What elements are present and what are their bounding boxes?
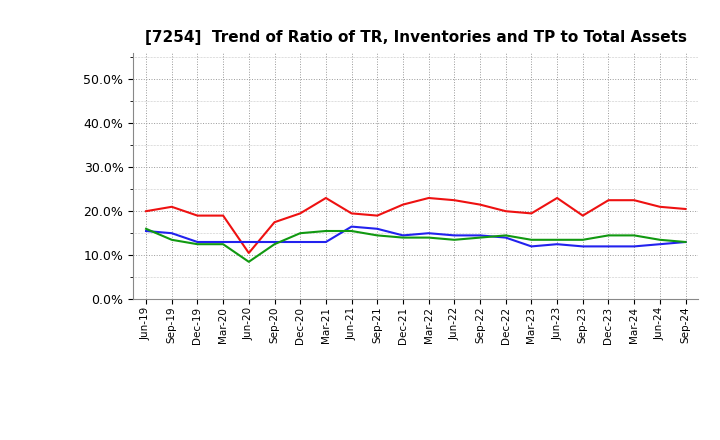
Trade Payables (347, 228, 356, 234)
Title: [7254]  Trend of Ratio of TR, Inventories and TP to Total Assets: [7254] Trend of Ratio of TR, Inventories… (145, 29, 687, 45)
Inventories (604, 244, 613, 249)
Trade Receivables (553, 195, 562, 201)
Trade Payables (168, 237, 176, 242)
Inventories (424, 231, 433, 236)
Trade Payables (270, 242, 279, 247)
Inventories (553, 242, 562, 247)
Trade Payables (193, 242, 202, 247)
Trade Payables (373, 233, 382, 238)
Trade Payables (450, 237, 459, 242)
Trade Receivables (476, 202, 485, 207)
Inventories (450, 233, 459, 238)
Trade Receivables (168, 204, 176, 209)
Inventories (296, 239, 305, 245)
Line: Trade Receivables: Trade Receivables (146, 198, 685, 253)
Inventories (655, 242, 664, 247)
Inventories (168, 231, 176, 236)
Trade Payables (527, 237, 536, 242)
Trade Receivables (450, 198, 459, 203)
Trade Receivables (399, 202, 408, 207)
Inventories (681, 239, 690, 245)
Line: Trade Payables: Trade Payables (146, 229, 685, 262)
Inventories (270, 239, 279, 245)
Trade Payables (553, 237, 562, 242)
Trade Receivables (193, 213, 202, 218)
Trade Receivables (270, 220, 279, 225)
Trade Payables (424, 235, 433, 240)
Trade Receivables (424, 195, 433, 201)
Inventories (630, 244, 639, 249)
Inventories (142, 228, 150, 234)
Inventories (527, 244, 536, 249)
Trade Payables (296, 231, 305, 236)
Inventories (219, 239, 228, 245)
Trade Receivables (681, 206, 690, 212)
Trade Receivables (630, 198, 639, 203)
Trade Receivables (578, 213, 587, 218)
Trade Payables (578, 237, 587, 242)
Inventories (399, 233, 408, 238)
Inventories (347, 224, 356, 229)
Trade Payables (219, 242, 228, 247)
Trade Receivables (296, 211, 305, 216)
Inventories (578, 244, 587, 249)
Inventories (476, 233, 485, 238)
Inventories (245, 239, 253, 245)
Trade Receivables (501, 209, 510, 214)
Inventories (193, 239, 202, 245)
Trade Receivables (142, 209, 150, 214)
Inventories (373, 226, 382, 231)
Trade Receivables (604, 198, 613, 203)
Trade Receivables (347, 211, 356, 216)
Trade Payables (604, 233, 613, 238)
Trade Receivables (219, 213, 228, 218)
Inventories (322, 239, 330, 245)
Trade Payables (655, 237, 664, 242)
Trade Receivables (527, 211, 536, 216)
Trade Receivables (322, 195, 330, 201)
Trade Payables (476, 235, 485, 240)
Inventories (501, 235, 510, 240)
Trade Payables (142, 226, 150, 231)
Trade Payables (630, 233, 639, 238)
Line: Inventories: Inventories (146, 227, 685, 246)
Trade Payables (681, 239, 690, 245)
Trade Payables (245, 259, 253, 264)
Trade Payables (501, 233, 510, 238)
Trade Payables (399, 235, 408, 240)
Trade Receivables (655, 204, 664, 209)
Trade Receivables (373, 213, 382, 218)
Trade Payables (322, 228, 330, 234)
Trade Receivables (245, 250, 253, 256)
